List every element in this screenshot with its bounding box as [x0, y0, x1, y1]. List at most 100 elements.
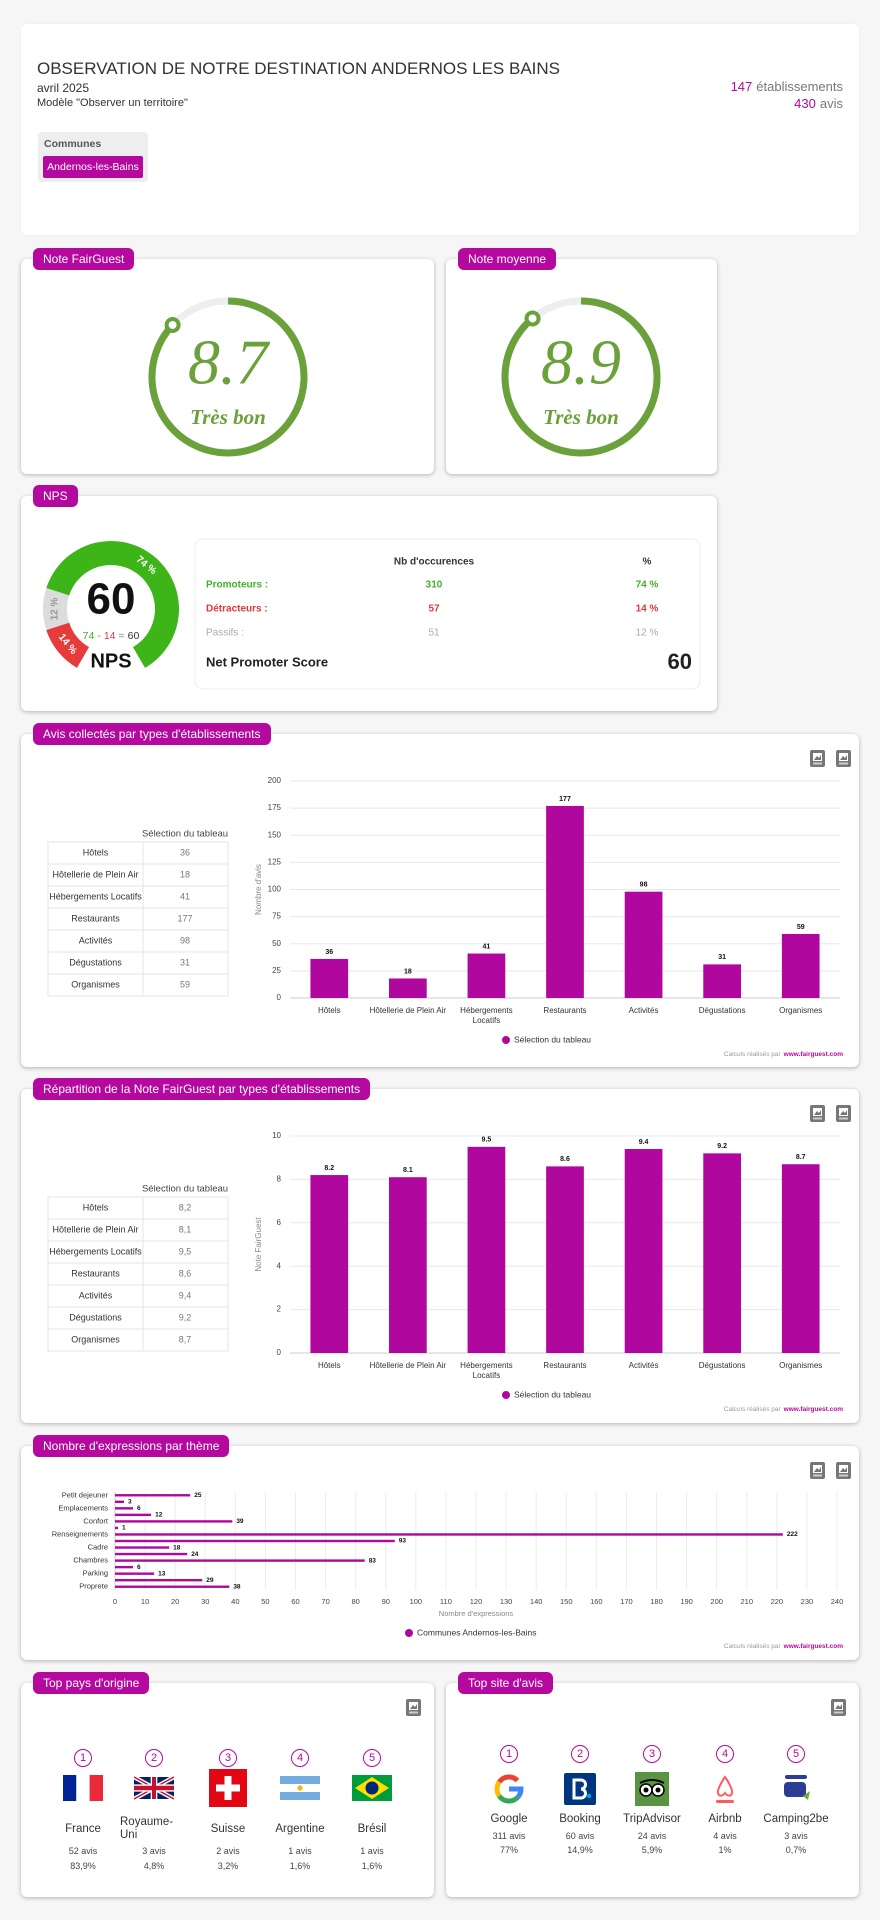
x-tick-label: 210 [740, 1597, 753, 1606]
chart: 0 10 20 30 40 50 60 70 80 90 100 110 120 130 140 150 160… [52, 1462, 851, 1650]
bar [310, 1175, 349, 1353]
bar-value-label: 59 [797, 924, 805, 931]
bar [781, 933, 820, 998]
stat-unit: avis [819, 96, 843, 111]
y-axis-label: Nombre d'avis [254, 864, 263, 915]
download-button[interactable] [836, 1462, 851, 1479]
y-tick-label: 0 [277, 1348, 282, 1357]
item-name: France [65, 1822, 101, 1835]
bar [389, 1177, 427, 1353]
download-button[interactable] [836, 750, 851, 767]
legend-label: Sélection du tableau [514, 1034, 591, 1044]
top-item: 4 Argentine 1 avis 1,6% [264, 1683, 336, 1897]
logo [564, 1773, 596, 1805]
table-label: Organismes [71, 1334, 120, 1344]
item-share: 4,8% [143, 1861, 165, 1871]
table-row [47, 973, 229, 997]
item-count: 3 avis [142, 1846, 166, 1856]
flag-part [365, 1781, 379, 1795]
flag-part [134, 1775, 174, 1801]
x-tick-label-line: Locatifs [473, 1016, 501, 1025]
bar-value-label: 177 [559, 796, 571, 803]
bar [624, 891, 663, 998]
bar-value-label: 41 [483, 943, 491, 950]
flag-part [280, 1792, 320, 1800]
card-badge: Répartition de la Note FairGuest par typ… [33, 1078, 371, 1100]
item-share: 0,7% [785, 1845, 807, 1855]
logo-part [784, 1782, 806, 1797]
bar-value-label: 24 [191, 1551, 199, 1558]
chart: Sélection du tableau Hôtels 8,2 Hôtellerie … [47, 1105, 851, 1413]
bar-value-label: 6 [137, 1505, 141, 1512]
gauge-arc [148, 297, 308, 457]
bar [115, 1559, 365, 1562]
flag [209, 1769, 247, 1807]
table-row [47, 1328, 229, 1352]
download-icon [814, 1467, 821, 1472]
table-label: Restaurants [71, 1268, 120, 1278]
y-tick-label: Emplacements [58, 1503, 108, 1512]
x-tick-label: 240 [831, 1597, 844, 1606]
gauge-arc [501, 297, 661, 457]
download-button[interactable] [810, 750, 825, 767]
download-button[interactable] [836, 1105, 851, 1122]
page-title: OBSERVATION DE NOTRE DESTINATION ANDERNO… [37, 59, 561, 78]
bar [467, 1146, 506, 1353]
score-rating: Très bon [543, 405, 619, 429]
bar-value-label: 9.4 [639, 1139, 649, 1146]
y-tick-label: 100 [268, 885, 282, 894]
bar [115, 1533, 783, 1536]
score-gauge: 8.9 Très bon [501, 297, 661, 457]
card-tools [406, 1699, 421, 1716]
y-tick-label: 25 [272, 966, 281, 975]
download-icon [814, 1110, 821, 1115]
card-badge: Note moyenne [458, 248, 557, 270]
download-button[interactable] [406, 1699, 421, 1716]
card-badge: Avis collectés par types d'établissement… [33, 723, 271, 745]
bar-value-label: 39 [236, 1518, 244, 1525]
stat-value: 430 [794, 96, 816, 111]
logo [784, 1775, 810, 1800]
filter-button[interactable]: Andernos-les-Bains [43, 156, 143, 178]
flag [134, 1775, 174, 1801]
nps-table-header: Nb d'occurences [394, 557, 475, 568]
legend-marker [502, 1391, 510, 1399]
download-button[interactable] [810, 1462, 825, 1479]
table-value: 9,2 [179, 1312, 192, 1322]
download-icon [409, 1711, 418, 1714]
top-item: 4 Airbnb 4 avis 1% [689, 1683, 761, 1897]
table-value: 177 [177, 913, 192, 923]
item-count: 3 avis [784, 1831, 808, 1841]
download-button[interactable] [810, 1105, 825, 1122]
top-item: 3 TripAdvisor 24 avis 5,9% [616, 1683, 688, 1897]
download-button[interactable] [831, 1699, 846, 1716]
table-header: Sélection du tableau [142, 1184, 228, 1195]
nps-formula-part: 14 [104, 630, 116, 642]
bar [115, 1513, 152, 1517]
y-tick-label: Chambres [73, 1556, 108, 1565]
y-tick-label: 200 [268, 776, 282, 785]
x-tick-label: Hôtels [318, 1361, 341, 1370]
bar-value-label: 222 [787, 1531, 798, 1538]
stat-value: 147 [730, 79, 753, 94]
table-value: 36 [180, 847, 190, 857]
top-item: 5 Camping2be 3 avis 0,7% [760, 1683, 832, 1897]
x-tick-label: Organismes [779, 1361, 822, 1370]
rank: 2 [571, 1745, 589, 1763]
bar [115, 1572, 155, 1575]
item-name: Camping2be [763, 1812, 829, 1825]
credit-link: www.fairguest.com [783, 1643, 844, 1650]
download-icon [813, 1117, 822, 1120]
x-tick-label: 120 [470, 1597, 483, 1606]
item-name: Booking [559, 1812, 601, 1825]
table-value: 59 [180, 979, 190, 989]
nps-table-box [194, 538, 701, 690]
y-tick-label: 8 [277, 1175, 282, 1184]
item-name: Google [490, 1812, 528, 1825]
item-share: 77% [499, 1845, 518, 1855]
table-value: 98 [180, 935, 190, 945]
top-card: 1 France 52 avis 83,9% 2 Royaume-Uni 3 avis 4,8… [21, 1672, 434, 1897]
nps-segment [46, 541, 180, 668]
table-label: Organismes [71, 979, 120, 989]
